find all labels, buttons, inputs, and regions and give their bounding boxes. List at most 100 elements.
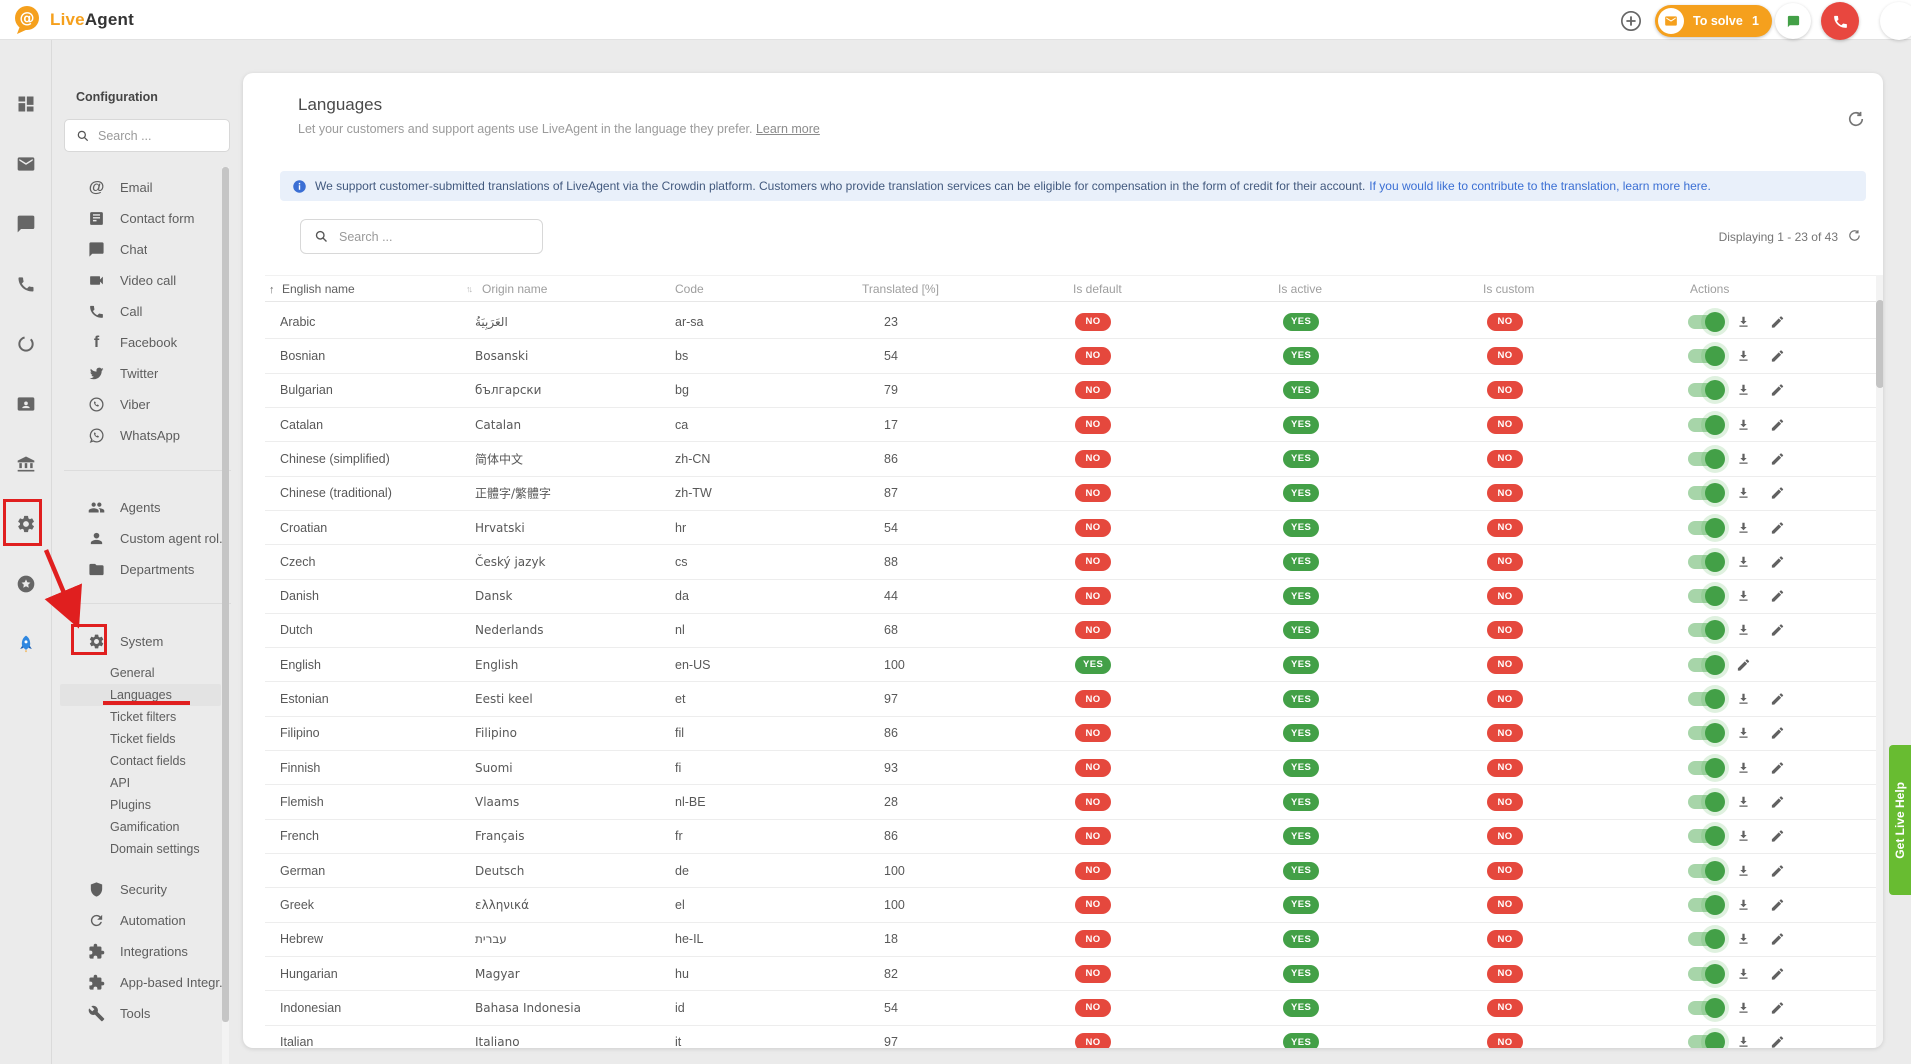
download-icon[interactable] <box>1736 451 1751 466</box>
edit-pencil-icon[interactable] <box>1736 657 1751 672</box>
download-icon[interactable] <box>1736 897 1751 912</box>
table-search[interactable] <box>300 219 543 254</box>
download-icon[interactable] <box>1736 314 1751 329</box>
download-icon[interactable] <box>1736 863 1751 878</box>
language-active-toggle[interactable] <box>1688 894 1725 915</box>
table-search-input[interactable] <box>339 229 532 244</box>
sidebar-item-gamification[interactable]: Gamification <box>110 820 180 834</box>
language-active-toggle[interactable] <box>1688 723 1725 744</box>
edit-pencil-icon[interactable] <box>1770 623 1785 638</box>
edit-pencil-icon[interactable] <box>1770 863 1785 878</box>
edit-pencil-icon[interactable] <box>1770 589 1785 604</box>
language-active-toggle[interactable] <box>1688 586 1725 607</box>
edit-pencil-icon[interactable] <box>1770 829 1785 844</box>
phone-status-button[interactable] <box>1821 2 1859 40</box>
download-icon[interactable] <box>1736 829 1751 844</box>
sidebar-item-api[interactable]: API <box>110 776 131 790</box>
rail-item-company[interactable] <box>0 442 52 486</box>
language-active-toggle[interactable] <box>1688 345 1725 366</box>
edit-pencil-icon[interactable] <box>1770 417 1785 432</box>
sidebar-item-chat[interactable]: Chat <box>53 234 231 265</box>
download-icon[interactable] <box>1736 1000 1751 1015</box>
sidebar-item-video-call[interactable]: Video call <box>53 265 231 296</box>
edit-pencil-icon[interactable] <box>1770 520 1785 535</box>
language-active-toggle[interactable] <box>1688 929 1725 950</box>
sidebar-item-app-based-integr[interactable]: App-based Integr... <box>53 967 231 998</box>
column-code[interactable]: Code <box>675 281 704 296</box>
to-solve-button[interactable]: To solve 1 <box>1655 5 1772 37</box>
language-active-toggle[interactable] <box>1688 380 1725 401</box>
download-icon[interactable] <box>1736 795 1751 810</box>
language-active-toggle[interactable] <box>1688 414 1725 435</box>
sidebar-search-input[interactable] <box>98 128 221 143</box>
language-active-toggle[interactable] <box>1688 311 1725 332</box>
sidebar-item-plugins[interactable]: Plugins <box>110 798 151 812</box>
download-icon[interactable] <box>1736 760 1751 775</box>
sidebar-item-security[interactable]: Security <box>53 874 231 905</box>
edit-pencil-icon[interactable] <box>1770 795 1785 810</box>
sidebar-item-domain-settings[interactable]: Domain settings <box>110 842 200 856</box>
get-live-help-button[interactable]: Get Live Help <box>1889 745 1911 895</box>
sidebar-item-custom-agent-rol[interactable]: Custom agent rol... <box>53 523 231 554</box>
sidebar-item-automation[interactable]: Automation <box>53 905 231 936</box>
language-active-toggle[interactable] <box>1688 551 1725 572</box>
sidebar-item-viber[interactable]: Viber <box>53 389 231 420</box>
language-active-toggle[interactable] <box>1688 620 1725 641</box>
sidebar-item-contact-fields[interactable]: Contact fields <box>110 754 186 768</box>
banner-link[interactable]: If you would like to contribute to the t… <box>1369 179 1711 193</box>
sidebar-item-contact-form[interactable]: Contact form <box>53 203 231 234</box>
edit-pencil-icon[interactable] <box>1770 692 1785 707</box>
download-icon[interactable] <box>1736 692 1751 707</box>
edit-pencil-icon[interactable] <box>1770 1000 1785 1015</box>
sidebar-item-facebook[interactable]: f Facebook <box>53 327 231 358</box>
edit-pencil-icon[interactable] <box>1770 486 1785 501</box>
language-active-toggle[interactable] <box>1688 826 1725 847</box>
edit-pencil-icon[interactable] <box>1770 932 1785 947</box>
edit-pencil-icon[interactable] <box>1770 726 1785 741</box>
sidebar-item-system[interactable]: System <box>53 626 231 657</box>
download-icon[interactable] <box>1736 623 1751 638</box>
download-icon[interactable] <box>1736 486 1751 501</box>
sidebar-item-departments[interactable]: Departments <box>53 554 231 585</box>
download-icon[interactable] <box>1736 589 1751 604</box>
refresh-icon[interactable] <box>1846 109 1866 129</box>
sidebar-item-languages[interactable]: Languages <box>60 684 221 706</box>
edit-pencil-icon[interactable] <box>1770 314 1785 329</box>
download-icon[interactable] <box>1736 348 1751 363</box>
sidebar-scrollbar[interactable] <box>222 167 229 1064</box>
language-active-toggle[interactable] <box>1688 792 1725 813</box>
download-icon[interactable] <box>1736 1035 1751 1048</box>
sidebar-item-whatsapp[interactable]: WhatsApp <box>53 420 231 451</box>
language-active-toggle[interactable] <box>1688 757 1725 778</box>
download-icon[interactable] <box>1736 966 1751 981</box>
liveagent-logo[interactable]: @ LiveAgent <box>12 4 134 36</box>
download-icon[interactable] <box>1736 417 1751 432</box>
column-is-default[interactable]: Is default <box>1073 281 1122 296</box>
rail-item-chat[interactable] <box>0 202 52 246</box>
sidebar-item-agents[interactable]: Agents <box>53 492 231 523</box>
language-active-toggle[interactable] <box>1688 860 1725 881</box>
sidebar-item-general[interactable]: General <box>110 666 155 680</box>
edit-pencil-icon[interactable] <box>1770 451 1785 466</box>
avatar-button[interactable] <box>1880 2 1911 40</box>
refresh-icon[interactable] <box>1847 228 1862 243</box>
download-icon[interactable] <box>1736 383 1751 398</box>
chat-status-button[interactable] <box>1775 3 1811 39</box>
learn-more-link[interactable]: Learn more <box>755 122 820 136</box>
column-translated[interactable]: Translated [%] <box>862 281 939 296</box>
rail-item-star[interactable] <box>0 562 52 606</box>
language-active-toggle[interactable] <box>1688 517 1725 538</box>
edit-pencil-icon[interactable] <box>1770 554 1785 569</box>
sidebar-item-ticket-filters[interactable]: Ticket filters <box>110 710 177 724</box>
rail-item-dashboard[interactable] <box>0 82 52 126</box>
column-is-active[interactable]: Is active <box>1278 281 1323 296</box>
rail-item-call[interactable] <box>0 262 52 306</box>
column-origin-name[interactable]: Origin name <box>482 281 548 296</box>
rail-item-settings[interactable] <box>0 502 52 546</box>
rail-item-time[interactable] <box>0 322 52 366</box>
language-active-toggle[interactable] <box>1688 997 1725 1018</box>
edit-pencil-icon[interactable] <box>1770 383 1785 398</box>
rail-item-email[interactable] <box>0 142 52 186</box>
sidebar-item-ticket-fields[interactable]: Ticket fields <box>110 732 176 746</box>
table-scrollbar[interactable] <box>1876 275 1883 1048</box>
